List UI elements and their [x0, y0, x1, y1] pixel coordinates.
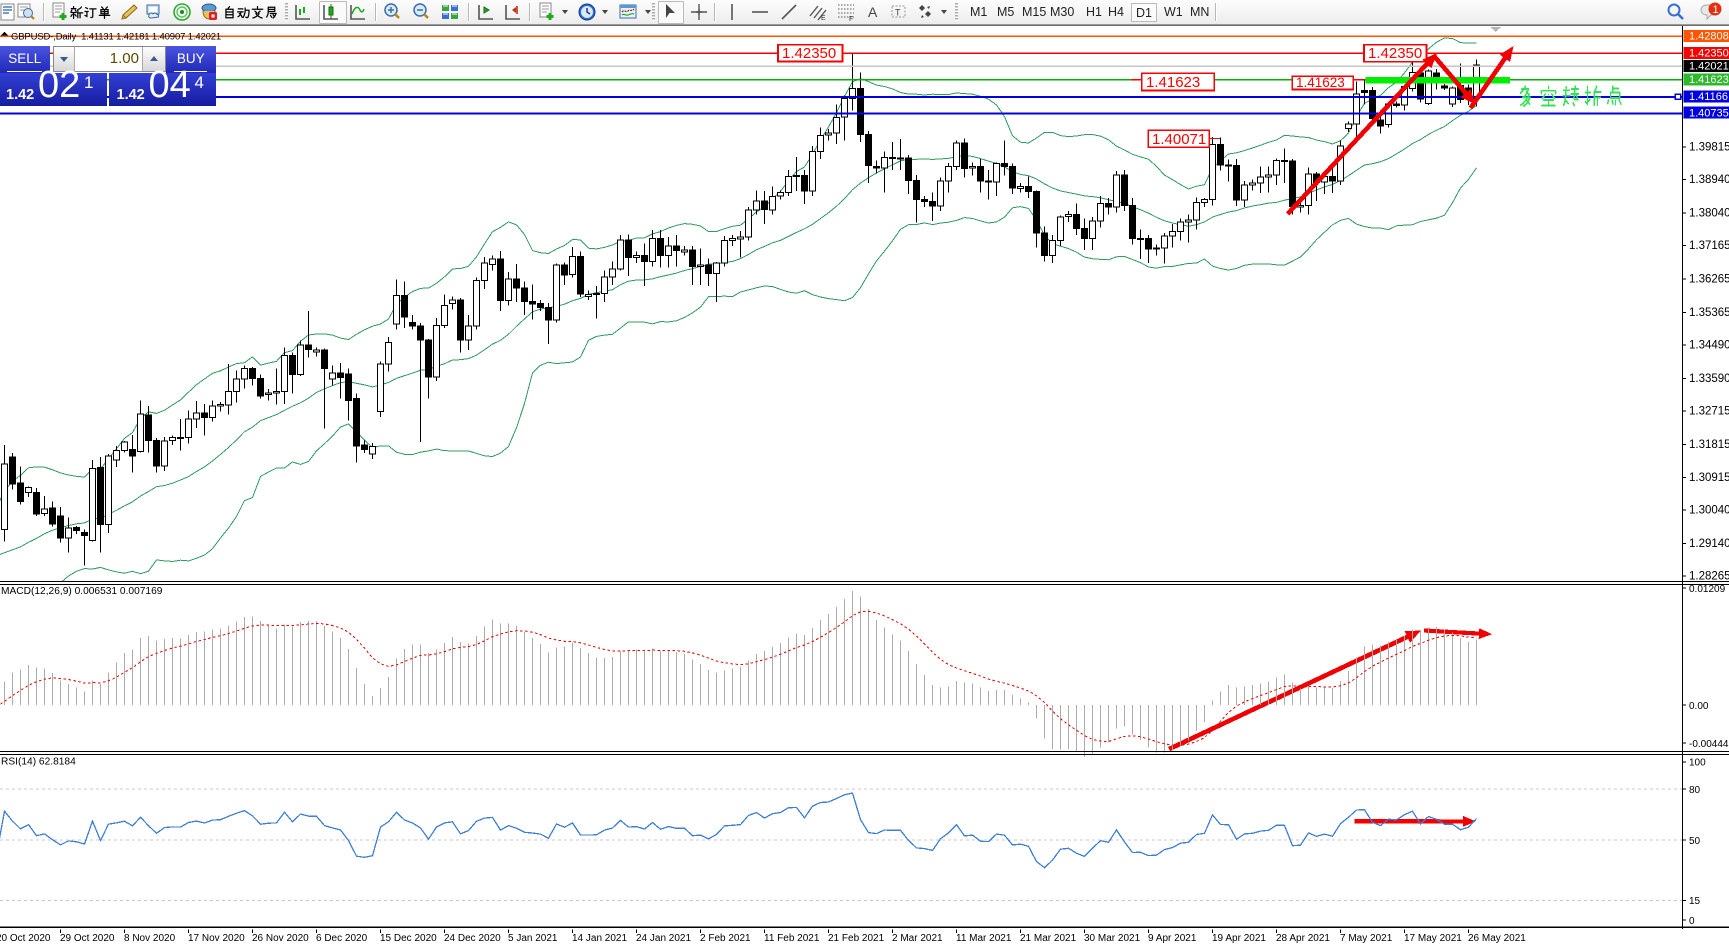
- svg-text:26 May 2021: 26 May 2021: [1468, 933, 1526, 944]
- svg-text:28 Apr 2021: 28 Apr 2021: [1276, 933, 1330, 944]
- svg-text:1.38040: 1.38040: [1689, 208, 1729, 220]
- svg-text:9 Apr 2021: 9 Apr 2021: [1148, 933, 1197, 944]
- svg-text:1: 1: [1713, 4, 1719, 16]
- svg-text:MACD(12,26,9) 0.006531 0.00716: MACD(12,26,9) 0.006531 0.007169: [1, 586, 163, 597]
- svg-text:1.41623: 1.41623: [1689, 74, 1729, 86]
- svg-text:-0.004446: -0.004446: [1689, 739, 1729, 750]
- svg-text:5 Jan 2021: 5 Jan 2021: [508, 933, 558, 944]
- svg-text:1.40735: 1.40735: [1689, 107, 1729, 119]
- svg-text:17 Nov 2020: 17 Nov 2020: [188, 933, 245, 944]
- svg-text:1.36265: 1.36265: [1689, 274, 1729, 286]
- svg-text:0.00: 0.00: [1689, 701, 1709, 712]
- svg-text:2 Mar 2021: 2 Mar 2021: [892, 933, 943, 944]
- svg-text:21 Mar 2021: 21 Mar 2021: [1020, 933, 1077, 944]
- svg-text:24 Jan 2021: 24 Jan 2021: [636, 933, 691, 944]
- svg-text:1.34490: 1.34490: [1689, 339, 1729, 351]
- svg-text:50: 50: [1689, 836, 1701, 847]
- svg-text:0.01209: 0.01209: [1689, 584, 1726, 595]
- svg-text:1.41623: 1.41623: [1146, 74, 1200, 91]
- svg-text:20 Oct 2020: 20 Oct 2020: [0, 933, 51, 944]
- svg-text:1.31815: 1.31815: [1689, 439, 1729, 451]
- svg-text:21 Feb 2021: 21 Feb 2021: [828, 933, 885, 944]
- svg-text:6 Dec 2020: 6 Dec 2020: [316, 933, 368, 944]
- svg-text:8 Nov 2020: 8 Nov 2020: [124, 933, 176, 944]
- svg-text:1.42350: 1.42350: [782, 45, 836, 62]
- svg-text:1.29140: 1.29140: [1689, 538, 1729, 550]
- svg-text:1.33590: 1.33590: [1689, 373, 1729, 385]
- svg-text:19 Apr 2021: 19 Apr 2021: [1212, 933, 1266, 944]
- svg-text:11 Feb 2021: 11 Feb 2021: [764, 933, 820, 944]
- svg-text:26 Nov 2020: 26 Nov 2020: [252, 933, 309, 944]
- svg-text:30 Mar 2021: 30 Mar 2021: [1084, 933, 1141, 944]
- svg-text:E: E: [821, 15, 826, 22]
- svg-text:1.28265: 1.28265: [1689, 571, 1729, 583]
- svg-text:17 May 2021: 17 May 2021: [1404, 933, 1462, 944]
- svg-text:1.41623: 1.41623: [1296, 75, 1345, 90]
- svg-text:7 May 2021: 7 May 2021: [1340, 933, 1393, 944]
- svg-text:1.32715: 1.32715: [1689, 405, 1729, 417]
- svg-text:1.39815: 1.39815: [1689, 142, 1729, 154]
- svg-text:A: A: [868, 4, 878, 20]
- svg-text:1.42021: 1.42021: [1689, 61, 1729, 73]
- svg-text:80: 80: [1689, 785, 1701, 796]
- svg-text:1.40071: 1.40071: [1152, 131, 1206, 148]
- svg-text:14 Jan 2021: 14 Jan 2021: [572, 933, 627, 944]
- svg-text:15: 15: [1689, 896, 1701, 907]
- svg-text:24 Dec 2020: 24 Dec 2020: [444, 933, 501, 944]
- svg-text:11 Mar 2021: 11 Mar 2021: [956, 933, 1012, 944]
- svg-text:1.30040: 1.30040: [1689, 505, 1729, 517]
- svg-text:1.42808: 1.42808: [1689, 31, 1729, 43]
- svg-text:100: 100: [1689, 758, 1706, 769]
- svg-text:29 Oct 2020: 29 Oct 2020: [60, 933, 115, 944]
- svg-text:1.41166: 1.41166: [1689, 91, 1728, 103]
- svg-text:1.38940: 1.38940: [1689, 174, 1729, 186]
- svg-text:1.42350: 1.42350: [1689, 48, 1729, 60]
- svg-text:1.42350: 1.42350: [1368, 45, 1422, 62]
- svg-text:1.37165: 1.37165: [1689, 240, 1729, 252]
- svg-text:1.30915: 1.30915: [1689, 472, 1729, 484]
- svg-text:RSI(14) 62.8184: RSI(14) 62.8184: [1, 757, 76, 768]
- svg-text:0: 0: [1689, 916, 1695, 927]
- svg-text:T: T: [895, 8, 901, 18]
- svg-text:GBPUSD-,Daily 1.41131 1.42181: GBPUSD-,Daily 1.41131 1.42181 1.40907 1.…: [11, 32, 221, 43]
- svg-text:2 Feb 2021: 2 Feb 2021: [700, 933, 751, 944]
- svg-text:15 Dec 2020: 15 Dec 2020: [380, 933, 437, 944]
- svg-text:1.35365: 1.35365: [1689, 307, 1729, 319]
- svg-text:F: F: [849, 16, 853, 22]
